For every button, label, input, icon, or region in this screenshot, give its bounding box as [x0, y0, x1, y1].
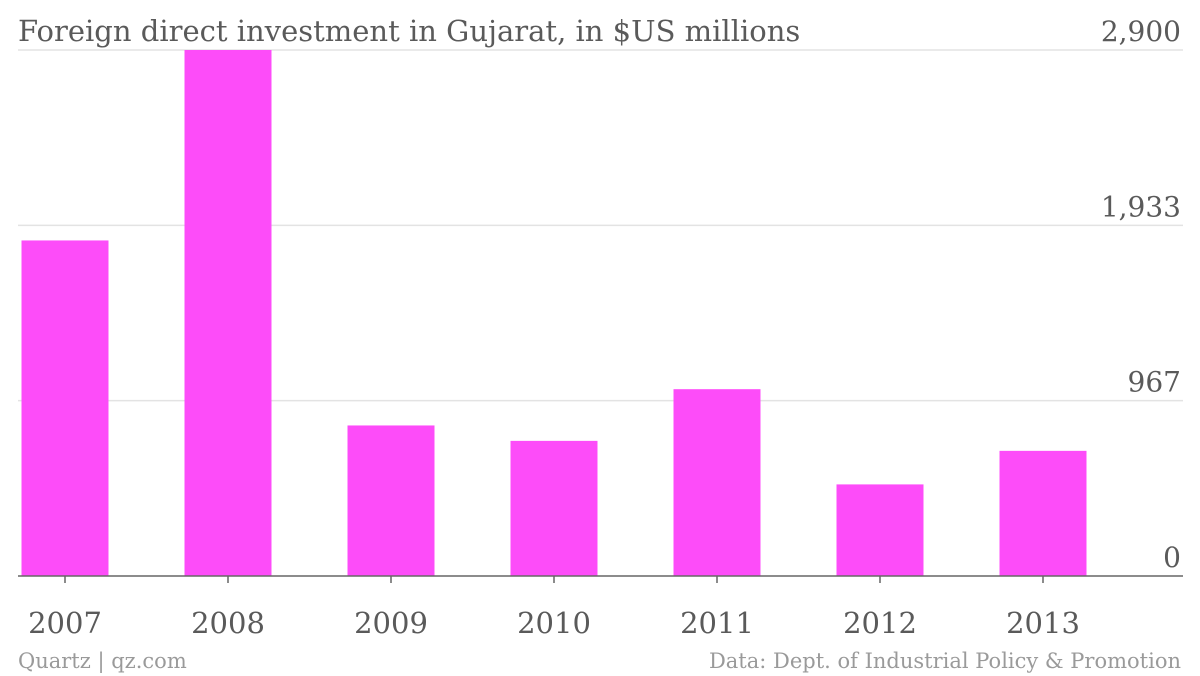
x-tick-label: 2012 — [843, 606, 917, 640]
y-tick-label: 967 — [1128, 366, 1181, 399]
x-tick-label: 2007 — [28, 606, 102, 640]
x-tick-labels: 2007 2008 2009 2010 2011 2012 2013 — [28, 576, 1080, 640]
bar-2013 — [999, 450, 1087, 576]
x-tick-label: 2009 — [354, 606, 428, 640]
footer-credit: Quartz | qz.com — [18, 649, 187, 674]
x-tick-label: 2013 — [1006, 606, 1080, 640]
bar-2009 — [347, 425, 435, 576]
chart-title: Foreign direct investment in Gujarat, in… — [18, 14, 800, 48]
x-tick-label: 2008 — [191, 606, 265, 640]
y-tick-label: 1,933 — [1101, 190, 1181, 223]
bar-2011 — [673, 389, 761, 576]
bar-2010 — [510, 440, 598, 576]
y-tick-label: 0 — [1163, 541, 1181, 574]
y-tick-labels: 0 967 1,933 2,900 — [1101, 15, 1181, 574]
bars — [21, 50, 1087, 576]
x-tick-label: 2010 — [517, 606, 591, 640]
x-tick-label: 2011 — [680, 606, 754, 640]
y-tick-label: 2,900 — [1101, 15, 1181, 48]
bar-2012 — [836, 484, 924, 576]
bar-2008 — [184, 50, 272, 576]
bar-2007 — [21, 240, 109, 576]
footer-source: Data: Dept. of Industrial Policy & Promo… — [709, 649, 1181, 673]
